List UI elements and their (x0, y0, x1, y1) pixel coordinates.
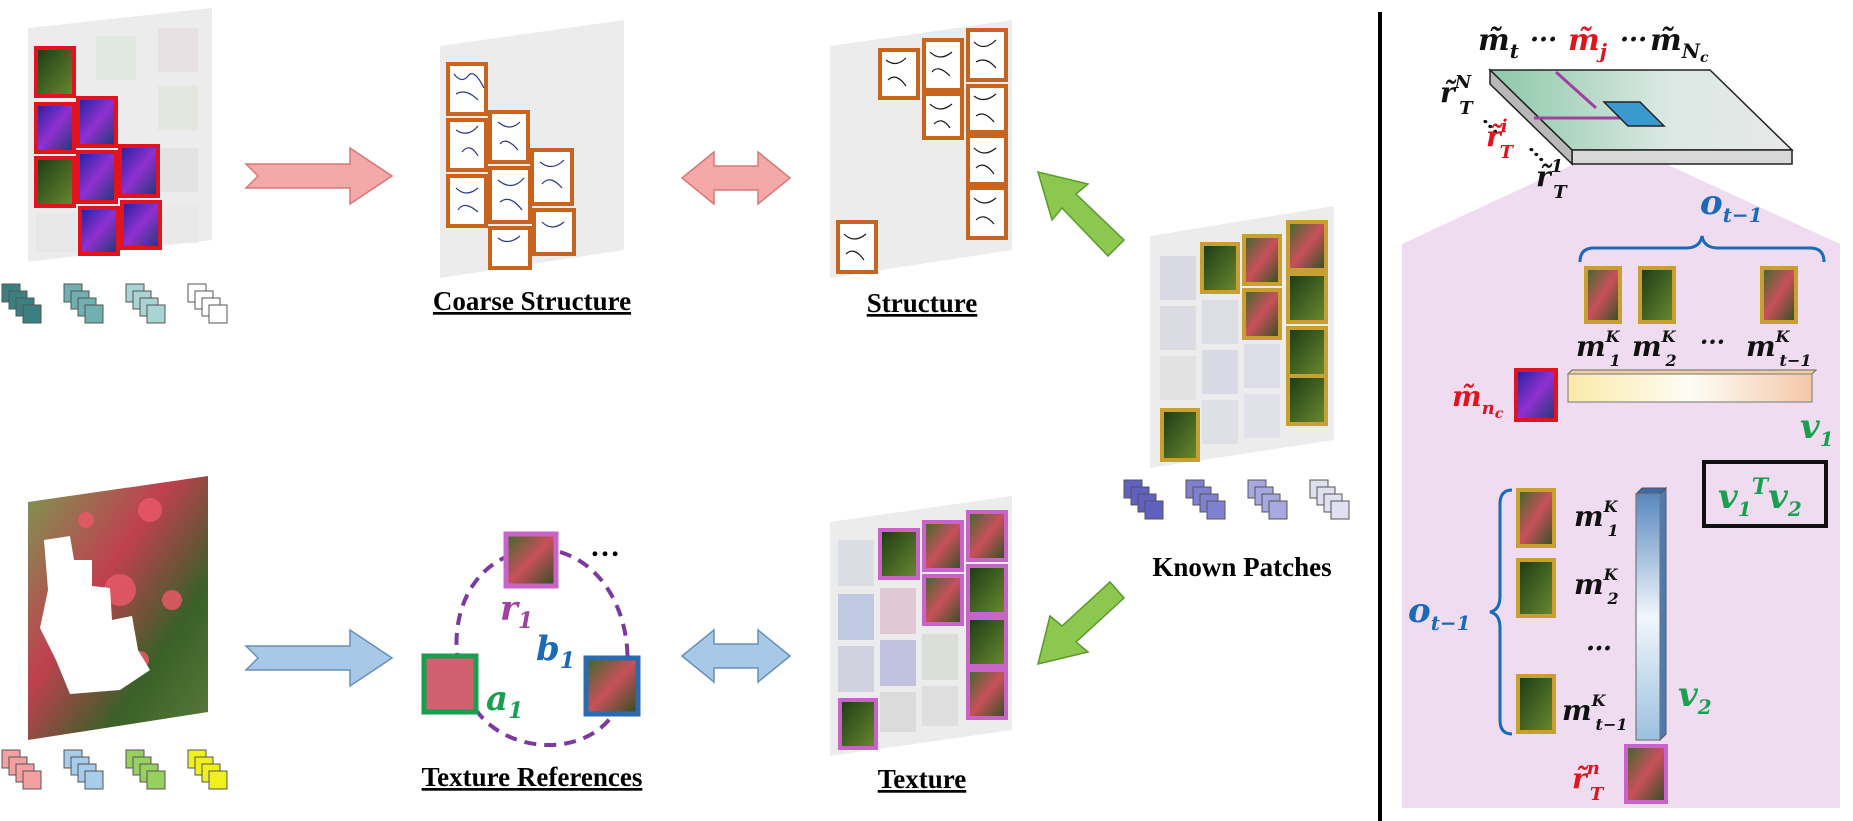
stack-patch (208, 770, 228, 790)
label-b1: b1 (536, 629, 575, 674)
label-v1: v1 (1800, 407, 1834, 451)
arrow-to-texture-refs (244, 628, 394, 688)
label-coarse-structure: Coarse Structure (433, 286, 631, 316)
label-col-mt1K: mK t−1 (1562, 691, 1627, 734)
label-dots-mid: ··· (1700, 327, 1725, 356)
arrow-known-to-texture (1036, 580, 1126, 666)
patch-mt1K (1760, 266, 1798, 324)
masked-photo (28, 476, 208, 740)
stack-patch (146, 770, 166, 790)
label-col-m1K: mK 1 (1574, 497, 1619, 540)
col-patch-1 (1516, 488, 1556, 548)
label-r-T-i: r̃i T (1486, 116, 1515, 163)
stack-patch (84, 770, 104, 790)
label-texture-references: Texture References (422, 762, 643, 792)
structure-strokes (843, 39, 997, 261)
selected-cell (1602, 101, 1666, 127)
label-texture: Texture (878, 764, 967, 794)
label-m-Nc: m̃Nc (1650, 23, 1709, 66)
label-m1K: mK 1 (1576, 327, 1621, 370)
label-r1: r1 (500, 589, 533, 634)
arrow-refs-texture (680, 628, 792, 684)
label-r-T-n: r̃n T (1572, 758, 1605, 805)
stack-patch (22, 304, 42, 324)
label-m-j: m̃j (1568, 23, 1608, 63)
brace-left (1489, 488, 1513, 736)
stack-patch (84, 304, 104, 324)
stack-patch (1144, 500, 1164, 520)
coarse-strokes (453, 73, 565, 243)
patch-r-T-n (1624, 744, 1668, 804)
label-structure: Structure (867, 288, 977, 318)
label-m2K: mK 2 (1632, 327, 1677, 370)
masked-patches (34, 46, 162, 256)
formula-v1Tv2: v1Tv2 (1718, 474, 1802, 521)
label-m-t: m̃t (1478, 23, 1520, 63)
node-a1 (421, 653, 479, 715)
node-r1 (503, 531, 559, 589)
patch-m-nc (1514, 368, 1558, 422)
attention-panel: m̃t ··· m̃j ··· m̃Nc r̃N T ··· r̃i T ··· r… (1402, 23, 1840, 808)
patch-stacks-bottom (1, 749, 228, 790)
stack-patch (146, 304, 166, 324)
label-m-nc: m̃nc (1452, 380, 1504, 422)
known-patches-grid (1150, 206, 1334, 468)
graph-ellipsis: … (590, 530, 620, 563)
col-patch-3 (1516, 674, 1556, 734)
label-col-dots: … (1586, 627, 1612, 657)
panel-background (1402, 164, 1840, 808)
patch-m1K (1584, 266, 1622, 324)
label-dots-top-2: ··· (1620, 25, 1647, 55)
label-dots-top: ··· (1530, 25, 1557, 55)
formula-box (1702, 460, 1828, 528)
stack-patch (1330, 500, 1350, 520)
label-o-left: ot−1 (1408, 591, 1471, 635)
arrow-coarse-structure (680, 150, 792, 206)
node-b1 (583, 655, 641, 717)
texture-grid (830, 496, 1012, 756)
mask-region (40, 536, 150, 694)
coarse-structure-grid (440, 20, 624, 278)
texture-reference-graph: … r1 b1 a1 (421, 530, 641, 747)
label-r-T-1: r̃1 T (1536, 156, 1568, 203)
patch-stacks-top (1, 283, 228, 324)
structure-grid (830, 20, 1012, 278)
label-col-m2K: mK 2 (1574, 565, 1619, 608)
stack-patch (1206, 500, 1226, 520)
stack-patch (1268, 500, 1288, 520)
col-patch-2 (1516, 558, 1556, 618)
reference-ring (454, 548, 630, 747)
brace-top (1578, 235, 1826, 263)
label-v2: v2 (1678, 675, 1712, 719)
label-mt1K: mK t−1 (1746, 327, 1811, 370)
arrow-known-to-structure (1036, 170, 1126, 258)
patch-m2K (1638, 266, 1676, 324)
label-o-top: ot−1 (1700, 183, 1763, 227)
label-known-patches: Known Patches (1152, 552, 1331, 582)
masked-input-grid (28, 8, 212, 262)
vector-v1 (1566, 369, 1818, 375)
label-a1: a1 (486, 679, 523, 724)
patch-stacks-known (1123, 479, 1350, 520)
arrow-to-coarse (244, 146, 394, 206)
stack-patch (22, 770, 42, 790)
label-r-T-N: r̃N T (1440, 72, 1474, 119)
grid-cells-faded (36, 28, 198, 252)
coarse-cells (446, 62, 576, 270)
stack-patch (208, 304, 228, 324)
